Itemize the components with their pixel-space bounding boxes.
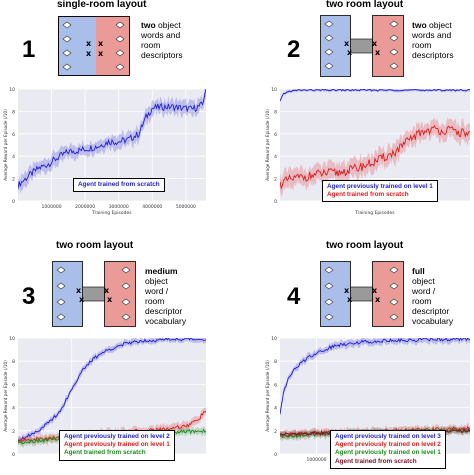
legend: Agent trained from scratch [73, 178, 165, 193]
svg-text:x: x [79, 295, 85, 304]
legend-entry: Agent trained from scratch [335, 457, 417, 465]
legend-entry: Agent trained from scratch [78, 181, 160, 188]
x-axis-label: Training Episodes [354, 210, 395, 216]
series-line-red [280, 124, 470, 190]
layout-title: single-room layout [57, 0, 147, 10]
y-tick-label: 0 [12, 199, 15, 205]
layout-title: two room layout [56, 240, 134, 251]
svg-text:x: x [347, 295, 353, 304]
x-tick-label: 3000000 [109, 204, 129, 210]
legend-entry: Agent trained from scratch [327, 191, 409, 199]
y-tick-label: 4 [12, 154, 15, 160]
series-line-blue [18, 338, 206, 442]
svg-text:x: x [104, 286, 110, 295]
level-number: 4 [287, 283, 301, 310]
layout-title: two room layout [326, 0, 404, 10]
y-tick-label: 10 [271, 336, 277, 342]
y-tick-label: 10 [9, 336, 15, 342]
y-tick-label: 0 [274, 452, 277, 458]
y-tick-label: 2 [12, 429, 15, 435]
y-tick-label: 6 [274, 382, 277, 388]
svg-text:x: x [375, 48, 381, 57]
chart-level-1: 0 2 4 6 8 10 1000000 2000000 3000000 4000000 50000… [3, 87, 206, 216]
legend-entry: Agent previously trained on level 1 [327, 183, 433, 190]
y-tick-label: 6 [12, 382, 15, 388]
legend: Agent previously trained on level 2 Agen… [59, 430, 175, 461]
svg-text:x: x [107, 295, 113, 304]
svg-text:x: x [347, 48, 353, 57]
x-tick-label: 5000000 [176, 204, 196, 210]
series-line-blue [280, 89, 470, 102]
level-description: full object word / room descriptor vocab… [412, 266, 454, 326]
legend-entry: Agent previously trained on level 1 [64, 441, 170, 449]
series-line-blue [280, 338, 470, 415]
y-tick-label: 8 [274, 359, 277, 365]
y-tick-label: 0 [12, 452, 15, 458]
svg-text:x: x [375, 295, 381, 304]
level-description: two object words and room descriptors [412, 20, 454, 60]
y-tick-label: 4 [274, 154, 277, 160]
svg-text:x: x [372, 39, 378, 48]
y-axis-label: Average Reward per Episode (/10) [265, 360, 270, 432]
legend-entry: Agent previously trained on level 3 [335, 433, 441, 440]
svg-text:x: x [344, 39, 350, 48]
y-tick-label: 2 [12, 177, 15, 183]
level-description: two object words and room descriptors [141, 20, 183, 60]
svg-text:x: x [344, 286, 350, 295]
y-tick-label: 4 [12, 406, 15, 412]
y-tick-label: 0 [274, 199, 277, 205]
x-axis-label: Training Episodes [91, 210, 132, 216]
svg-text:x: x [372, 286, 378, 295]
legend-entry: Agent previously trained on level 2 [335, 441, 441, 449]
x-tick-label: 1000000 [42, 204, 62, 210]
y-tick-label: 2 [274, 177, 277, 183]
level-number: 3 [22, 283, 36, 310]
level-description: medium object word / room descriptor voc… [145, 266, 187, 326]
x-tick-label: 4000000 [142, 204, 162, 210]
y-tick-label: 6 [12, 132, 15, 138]
svg-text:x: x [98, 39, 104, 48]
layout-title: two room layout [326, 240, 404, 251]
level-number: 2 [287, 36, 301, 63]
y-tick-label: 2 [274, 429, 277, 435]
y-tick-label: 10 [9, 87, 15, 93]
series-band-red [280, 117, 470, 198]
y-axis-label: Average Reward per Episode (/10) [3, 109, 8, 181]
legend-entry: Agent previously trained on level 2 [64, 433, 170, 440]
legend-entry: Agent previously trained on level 1 [335, 449, 441, 457]
y-tick-label: 4 [274, 406, 277, 412]
series-band-blue [18, 338, 206, 444]
legend: Agent previously trained on level 1 Agen… [322, 180, 438, 203]
legend-entry: Agent trained from scratch [64, 449, 146, 457]
y-axis-label: Average Reward per Episode (/10) [3, 360, 8, 432]
y-tick-label: 10 [271, 87, 277, 93]
x-tick-label: 2000000 [75, 204, 95, 210]
y-axis-label: Average Reward per Episode (/10) [265, 109, 270, 181]
svg-text:x: x [86, 49, 92, 58]
x-tick-label: 1000000 [307, 457, 327, 463]
y-tick-label: 6 [274, 132, 277, 138]
svg-text:x: x [98, 49, 104, 58]
y-tick-label: 8 [274, 109, 277, 115]
y-tick-label: 8 [12, 109, 15, 115]
svg-text:x: x [86, 39, 92, 48]
level-number: 1 [22, 36, 36, 63]
svg-text:x: x [76, 286, 82, 295]
legend: Agent previously trained on level 3 Agen… [330, 430, 446, 469]
series-line-blue [18, 89, 206, 189]
y-tick-label: 8 [12, 359, 15, 365]
